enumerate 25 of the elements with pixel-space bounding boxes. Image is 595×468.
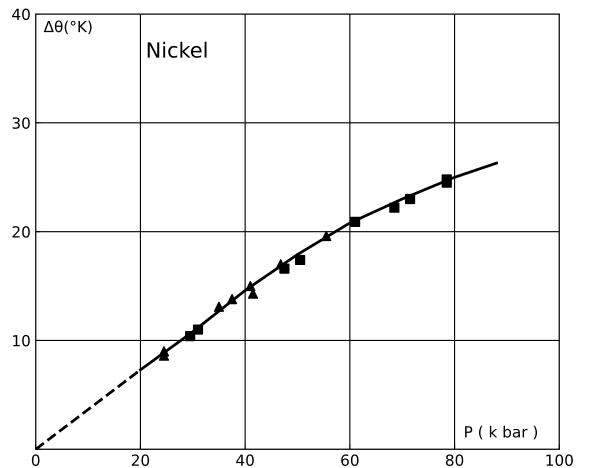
x-tick-label: 100 <box>546 454 573 466</box>
text: Nickel <box>148 42 206 58</box>
y-tick-label: 10 <box>13 334 30 346</box>
point <box>226 294 238 304</box>
point <box>295 254 306 266</box>
x-tick-label: 0 <box>32 454 40 466</box>
point <box>404 194 416 204</box>
y-tick-label: 30 <box>12 117 30 129</box>
y-tick-label: 40 <box>12 8 30 20</box>
point <box>279 264 290 274</box>
y-axis-title: Δθ(°K) <box>44 20 92 34</box>
point <box>192 324 204 335</box>
point <box>350 216 360 227</box>
point <box>442 174 452 185</box>
y-tick-label: 20 <box>12 226 30 238</box>
point <box>185 331 196 342</box>
x-tick-label: 80 <box>446 454 464 466</box>
point <box>389 202 400 213</box>
x-tick-label: 20 <box>132 454 150 466</box>
x-tick-label: 60 <box>341 454 359 466</box>
x-axis-title: P ( k bar ) <box>465 426 538 440</box>
point <box>321 230 332 242</box>
point <box>245 280 256 292</box>
point <box>214 302 224 312</box>
x-tick-label: 40 <box>236 454 254 466</box>
